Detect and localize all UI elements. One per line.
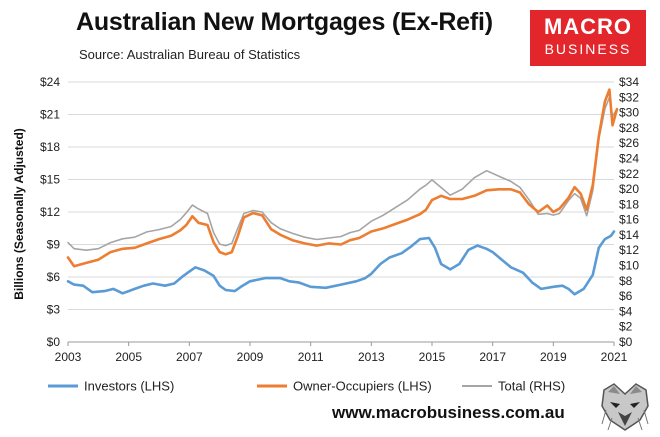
series-line-total-rhs (67, 96, 618, 251)
x-tick: 2017 (479, 350, 506, 364)
y-tick-right: $34 (619, 75, 639, 89)
y-tick-right: $10 (619, 259, 639, 273)
y-axis-title: Billions (Seasonally Adjusted) (12, 128, 26, 300)
page-title: Australian New Mortgages (Ex-Refi) (76, 8, 493, 36)
y-tick-right: $24 (619, 151, 639, 165)
y-tick-right: $32 (619, 90, 639, 104)
y-tick-right: $20 (619, 182, 639, 196)
y-tick-left: $12 (40, 205, 60, 219)
x-tick: 2021 (601, 350, 628, 364)
y-tick-right: $12 (619, 243, 639, 257)
legend-label: Total (RHS) (498, 379, 565, 394)
x-tick: 2007 (176, 350, 203, 364)
y-tick-right: $26 (619, 136, 639, 150)
wolf-mascot-icon (598, 380, 652, 434)
chart-gridlines (68, 81, 614, 343)
series-line-owner-occupiers-lhs (66, 88, 619, 268)
y-tick-right: $18 (619, 197, 639, 211)
axis-ticks: $0$3$6$9$12$15$18$21$24$0$2$4$6$8$10$12$… (40, 75, 639, 364)
chart-subtitle: Source: Australian Bureau of Statistics (79, 47, 301, 62)
x-tick: 2015 (419, 350, 446, 364)
x-tick: 2019 (540, 350, 567, 364)
logo-line-1: MACRO (543, 14, 633, 39)
y-tick-left: $9 (47, 238, 61, 252)
y-tick-right: $4 (619, 304, 633, 318)
y-tick-right: $8 (619, 274, 633, 288)
y-tick-left: $3 (47, 303, 61, 317)
y-tick-right: $0 (619, 335, 633, 349)
y-tick-right: $14 (619, 228, 639, 242)
y-tick-left: $24 (40, 75, 60, 89)
x-tick: 2003 (55, 350, 82, 364)
chart-legend: Investors (LHS) Owner-Occupiers (LHS) Tota… (48, 379, 565, 394)
y-tick-left: $0 (47, 335, 61, 349)
chart-series (66, 88, 619, 296)
x-tick: 2005 (115, 350, 142, 364)
y-tick-right: $30 (619, 106, 639, 120)
y-tick-right: $28 (619, 121, 639, 135)
website-url[interactable]: www.macrobusiness.com.au (332, 403, 565, 422)
legend-label: Owner-Occupiers (LHS) (293, 379, 432, 394)
x-tick: 2013 (358, 350, 385, 364)
y-tick-left: $6 (47, 270, 61, 284)
legend-label: Investors (LHS) (84, 379, 174, 394)
y-tick-right: $6 (619, 289, 633, 303)
y-tick-right: $22 (619, 167, 639, 181)
y-tick-right: $16 (619, 213, 639, 227)
logo-line-2: BUSINESS (544, 41, 632, 57)
brand-logo[interactable]: MACRO BUSINESS (530, 10, 646, 66)
y-tick-right: $2 (619, 320, 633, 334)
x-tick: 2009 (237, 350, 264, 364)
x-tick: 2011 (298, 350, 324, 364)
y-tick-left: $21 (40, 108, 60, 122)
y-tick-left: $15 (40, 173, 60, 187)
series-line-investors-lhs (66, 230, 616, 296)
y-tick-left: $18 (40, 140, 60, 154)
